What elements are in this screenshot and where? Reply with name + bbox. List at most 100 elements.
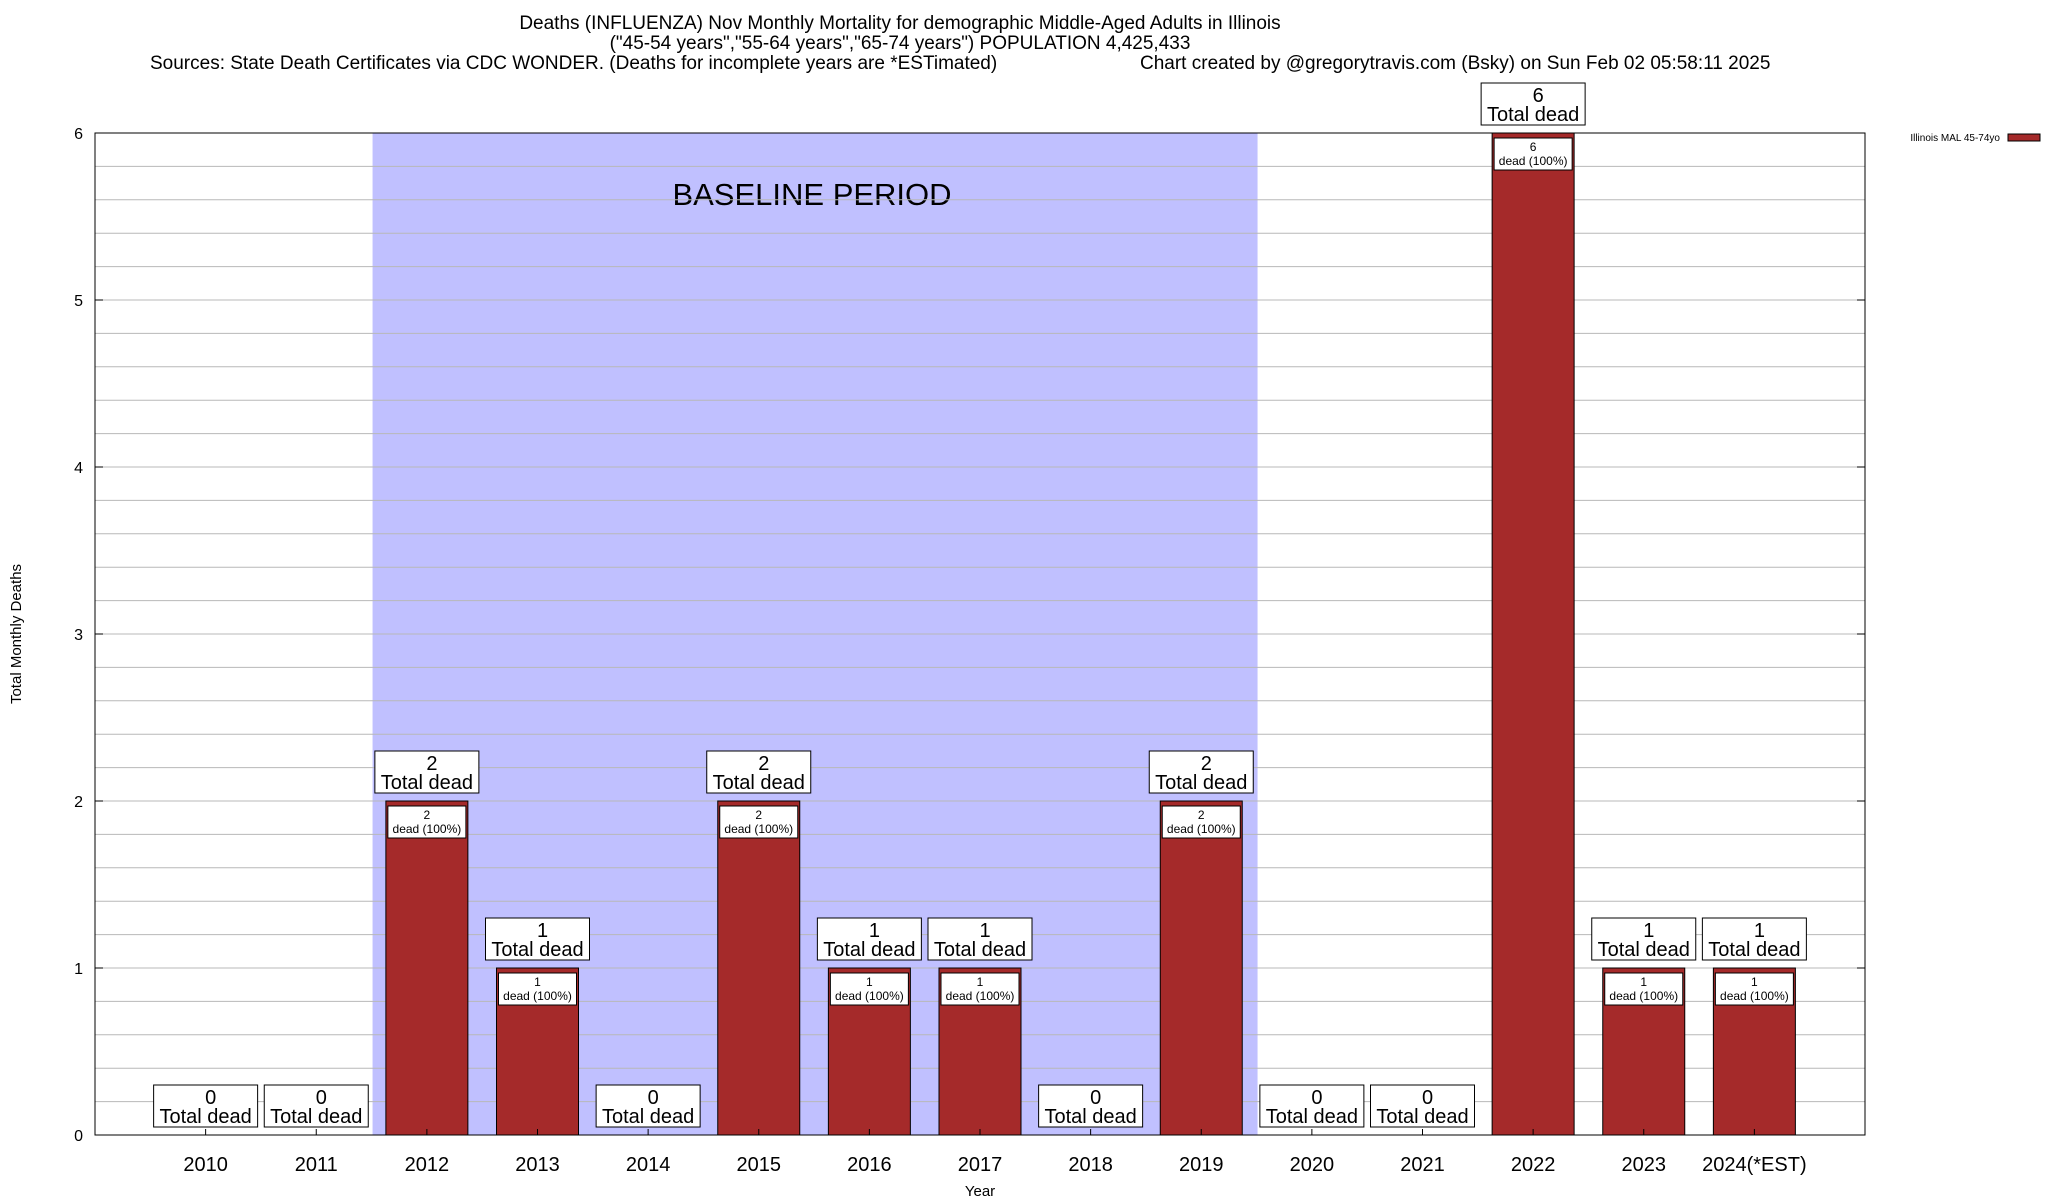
total-label-box: [1038, 1084, 1144, 1128]
y-tick-label: 1: [74, 961, 83, 978]
total-text-label: Total dead: [934, 939, 1026, 961]
legend-swatch: [2007, 133, 2041, 142]
x-tick-label: 2023: [1622, 1154, 1667, 1176]
segment-label-box: [1714, 972, 1794, 1006]
total-label-box: [263, 1084, 369, 1128]
chart-sources: Sources: State Death Certificates via CD…: [150, 53, 998, 74]
total-label-box: [485, 917, 590, 961]
total-text-label: Total dead: [713, 772, 805, 794]
segment-percent-label: dead (100%): [1499, 154, 1568, 168]
y-tick-label: 5: [74, 293, 83, 310]
total-value-label: 1: [537, 920, 548, 942]
total-text-label: Total dead: [1376, 1106, 1468, 1128]
total-value-label: 0: [1422, 1087, 1433, 1109]
segment-value-label: 2: [755, 808, 762, 822]
x-tick-label: 2024(*EST): [1702, 1154, 1807, 1176]
total-value-label: 0: [205, 1087, 216, 1109]
chart-credit: Chart created by @gregorytravis.com (Bsk…: [1140, 53, 1771, 74]
total-text-label: Total dead: [823, 939, 915, 961]
total-value-label: 0: [1090, 1087, 1101, 1109]
y-tick-label: 6: [74, 126, 83, 143]
total-label-box: [927, 917, 1033, 961]
y-axis-label: Total Monthly Deaths: [8, 564, 25, 704]
y-tick-label: 3: [74, 627, 83, 644]
total-text-label: Total dead: [1487, 104, 1579, 126]
x-tick-label: 2018: [1068, 1154, 1113, 1176]
total-value-label: 2: [1201, 753, 1212, 775]
segment-label-box: [829, 972, 909, 1006]
total-value-label: 0: [1311, 1087, 1322, 1109]
total-label-box: [1259, 1084, 1365, 1128]
segment-value-label: 1: [1640, 975, 1647, 989]
x-axis-label: Year: [965, 1183, 995, 1200]
segment-percent-label: dead (100%): [1167, 822, 1236, 836]
y-tick-label: 4: [74, 460, 83, 477]
segment-percent-label: dead (100%): [946, 989, 1015, 1003]
segment-label-box: [1493, 137, 1573, 171]
x-tick-label: 2020: [1290, 1154, 1335, 1176]
total-label-box: [153, 1084, 259, 1128]
total-label-box: [1148, 750, 1254, 794]
total-text-label: Total dead: [1266, 1106, 1358, 1128]
chart-subtitle: ("45-54 years","55-64 years","65-74 year…: [609, 33, 1191, 54]
total-text-label: Total dead: [1155, 772, 1247, 794]
total-text-label: Total dead: [602, 1106, 694, 1128]
total-label-box: [1591, 917, 1697, 961]
segment-label-box: [940, 972, 1020, 1006]
total-value-label: 1: [869, 920, 880, 942]
bar: [385, 800, 469, 1136]
total-value-label: 2: [426, 753, 437, 775]
x-tick-label: 2016: [847, 1154, 892, 1176]
total-text-label: Total dead: [270, 1106, 362, 1128]
legend-label: Illinois MAL 45-74yo: [1910, 133, 2000, 144]
total-text-label: Total dead: [159, 1106, 251, 1128]
segment-value-label: 1: [1751, 975, 1758, 989]
chart-title: Deaths (INFLUENZA) Nov Monthly Mortality…: [519, 13, 1281, 34]
x-tick-label: 2012: [405, 1154, 450, 1176]
segment-value-label: 2: [1198, 808, 1205, 822]
total-value-label: 0: [316, 1087, 327, 1109]
segment-label-box: [498, 972, 577, 1006]
segment-label-box: [1161, 805, 1241, 839]
total-text-label: Total dead: [491, 939, 583, 961]
segment-value-label: 1: [866, 975, 873, 989]
total-label-box: [1480, 82, 1586, 126]
segment-value-label: 2: [424, 808, 431, 822]
x-tick-label: 2021: [1400, 1154, 1445, 1176]
bar: [1159, 800, 1243, 1136]
segment-percent-label: dead (100%): [835, 989, 904, 1003]
total-value-label: 1: [1754, 920, 1765, 942]
segment-value-label: 1: [534, 975, 541, 989]
segment-percent-label: dead (100%): [1720, 989, 1789, 1003]
segment-value-label: 1: [977, 975, 984, 989]
segment-value-label: 6: [1530, 140, 1537, 154]
total-text-label: Total dead: [1598, 939, 1690, 961]
segment-percent-label: dead (100%): [724, 822, 793, 836]
total-label-box: [374, 750, 480, 794]
x-tick-label: 2014: [626, 1154, 671, 1176]
segment-percent-label: dead (100%): [1609, 989, 1678, 1003]
segment-percent-label: dead (100%): [393, 822, 462, 836]
segment-label-box: [1604, 972, 1684, 1006]
x-tick-label: 2019: [1179, 1154, 1224, 1176]
total-value-label: 0: [648, 1087, 659, 1109]
total-label-box: [1701, 917, 1807, 961]
x-tick-label: 2013: [515, 1154, 560, 1176]
total-value-label: 1: [979, 920, 990, 942]
x-tick-label: 2015: [737, 1154, 782, 1176]
total-text-label: Total dead: [1708, 939, 1800, 961]
bar: [717, 800, 801, 1136]
x-tick-label: 2011: [295, 1154, 338, 1176]
y-tick-label: 0: [74, 1128, 83, 1145]
y-tick-label: 2: [74, 794, 83, 811]
x-tick-label: 2017: [958, 1154, 1003, 1176]
total-value-label: 2: [758, 753, 769, 775]
segment-percent-label: dead (100%): [503, 989, 572, 1003]
total-value-label: 6: [1533, 85, 1544, 107]
bar: [1491, 132, 1575, 1136]
total-value-label: 1: [1643, 920, 1654, 942]
baseline-label: BASELINE PERIOD: [672, 177, 951, 212]
total-label-box: [595, 1084, 701, 1128]
plot-frame: [94, 132, 1866, 1136]
